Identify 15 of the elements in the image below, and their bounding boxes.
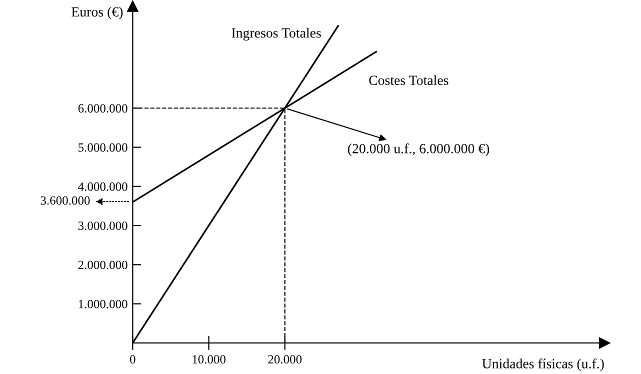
y-tick-label: 3.000.000 [78,222,128,230]
y-tick-label: 5.000.000 [78,143,128,152]
annotation: (20.000 u.f., 6.000.000 €) [348,143,490,156]
y-tick-label: 2.000.000 [78,260,128,270]
text: 3.600.000 [40,196,90,205]
x-tick-label: 0 [130,355,136,364]
series-label: Ingresos Totales [232,28,321,41]
y-axis-title: Euros (€) [72,6,123,20]
x-axis-title: Unidades físicas (u.f.) [482,358,604,372]
y-tick-label: 4.000.000 [78,182,128,191]
y-tick-label: 1.000.000 [78,300,128,308]
x-tick-label: 20.000 [268,355,302,364]
y-tick-label: 6.000.000 [78,104,128,113]
x-tick-label: 10.000 [192,355,226,364]
series-label: Costes Totales [369,75,448,86]
